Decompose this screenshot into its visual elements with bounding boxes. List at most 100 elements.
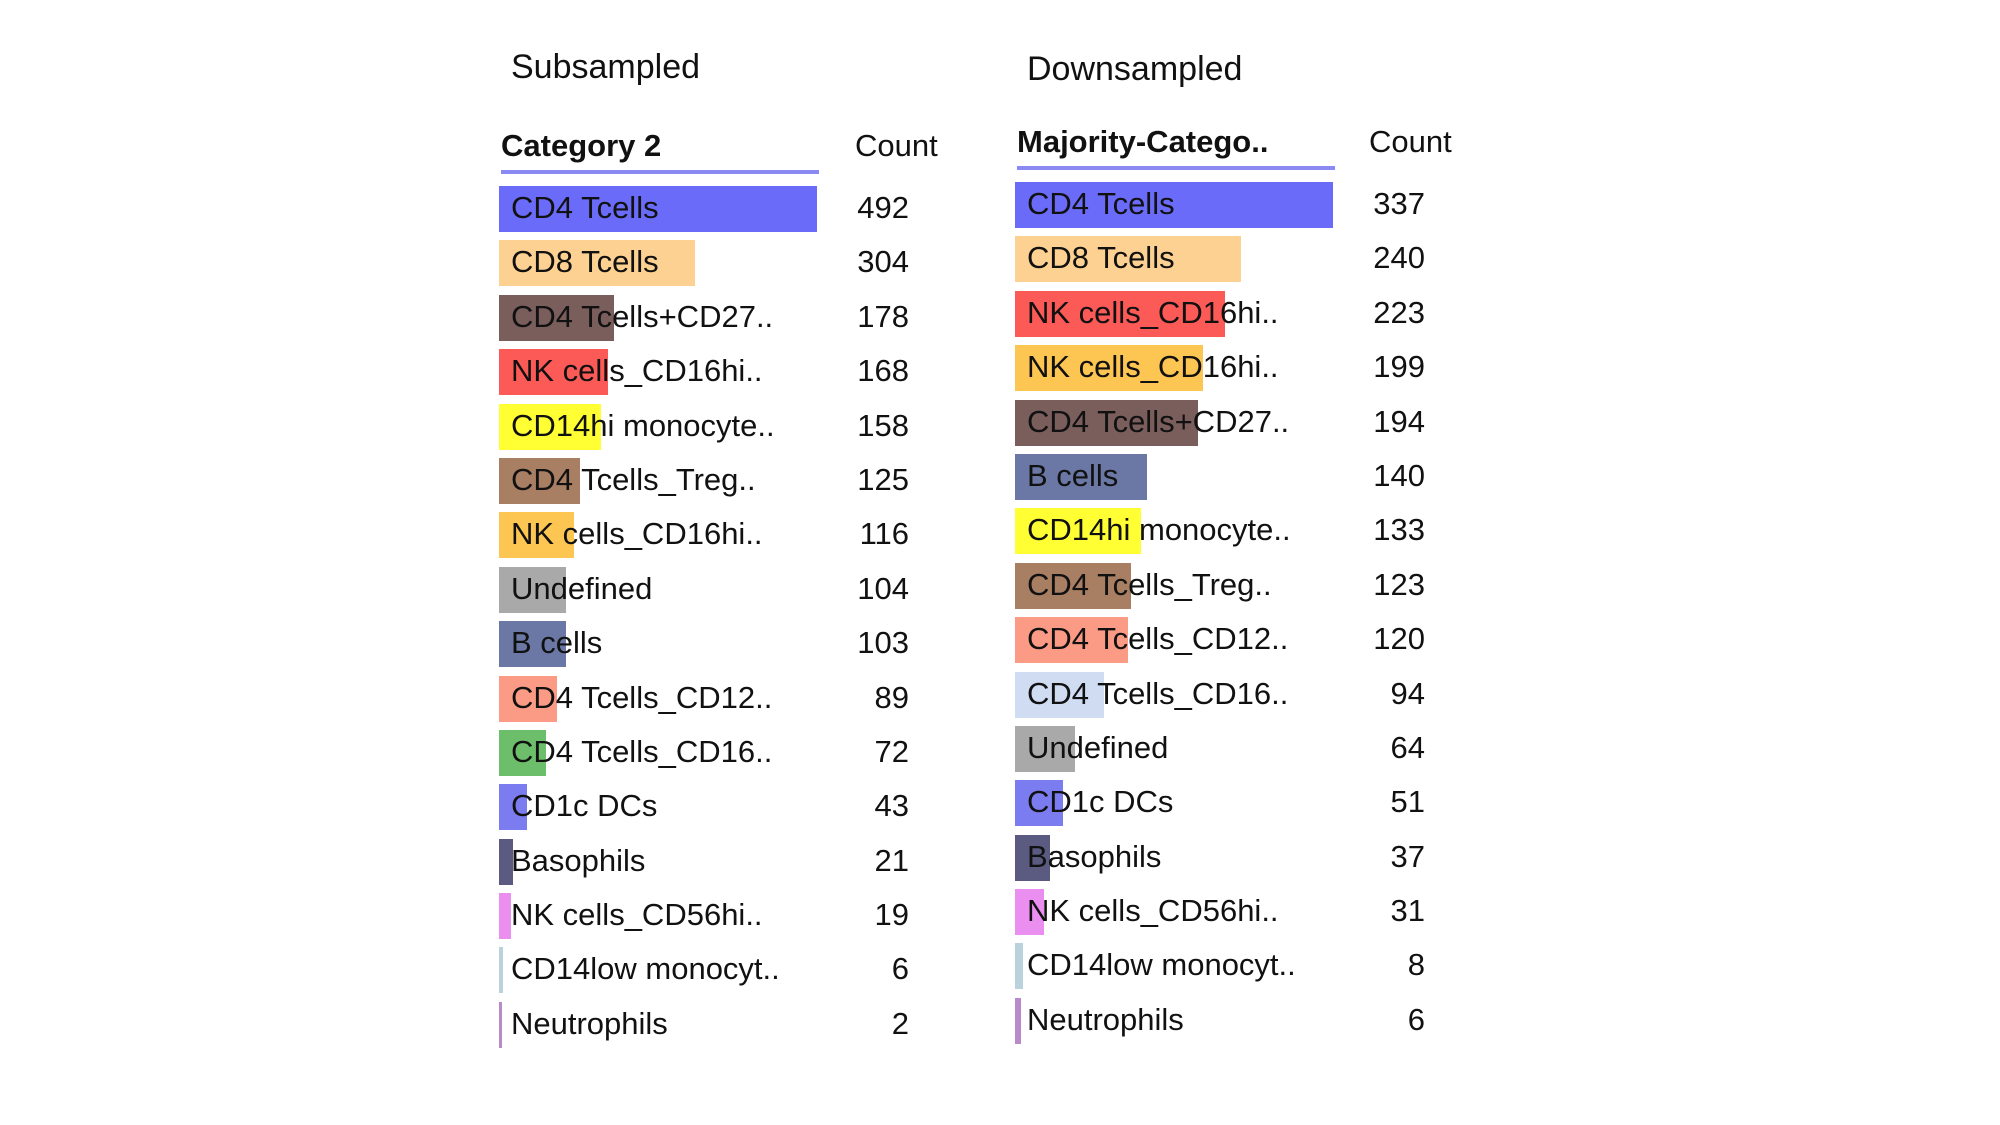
table-row[interactable]: CD4 Tcells 337 [1013,180,1573,234]
category-label: CD14hi monocyte.. [1027,512,1291,548]
category-label: B cells [1027,457,1119,493]
bar [1015,889,1045,936]
count-value: 8 [1407,947,1425,983]
bar-track [499,1001,817,1048]
count-value: 133 [1373,512,1425,548]
bar [499,566,567,613]
bar-track [499,566,817,613]
count-value: 337 [1373,186,1425,221]
bar [499,512,574,559]
table-row[interactable]: CD4 Tcells_Treg.. 125 [497,456,1057,510]
bar [1015,399,1199,446]
category-label: Basophils [1027,838,1162,874]
bar-track [499,947,817,994]
bar [499,893,512,940]
count-value: 178 [857,298,909,334]
bar-track [1015,997,1333,1044]
table-row[interactable]: CD14low monocyt.. 6 [497,945,1057,999]
table-row[interactable]: CD4 Tcells_CD16.. 72 [497,728,1057,782]
table-row[interactable]: CD14low monocyt.. 8 [1013,941,1573,995]
table-row[interactable]: NK cells_CD56hi.. 31 [1013,887,1573,941]
table-row[interactable]: Undefined 64 [1013,724,1573,778]
count-value: 6 [891,951,909,987]
category-label: CD4 Tcells_CD12.. [511,679,773,715]
count-value: 64 [1390,729,1425,765]
category-label: Neutrophils [1027,1001,1184,1037]
bar-track [499,838,817,885]
category-label: B cells [511,625,603,661]
table-row[interactable]: CD14hi monocyte.. 158 [497,402,1057,456]
count-value: 223 [1373,294,1425,330]
count-value: 304 [857,244,909,280]
table-row[interactable]: CD4 Tcells+CD27.. 178 [497,293,1057,347]
category-label: Undefined [1027,729,1169,765]
bar-track [499,349,817,396]
bar-track [499,675,817,722]
table-row[interactable]: CD8 Tcells 304 [497,238,1057,292]
category-label: NK cells_CD16hi.. [511,516,763,552]
table-row[interactable]: CD4 Tcells+CD27.. 194 [1013,398,1573,452]
bar [499,838,513,885]
category-label: NK cells_CD16hi.. [511,353,763,389]
bar [1015,617,1129,664]
bar-track [1015,399,1333,446]
table-row[interactable]: CD4 Tcells_CD12.. 120 [1013,615,1573,669]
bar-track [499,512,817,559]
count-value: 116 [859,516,909,552]
bar [499,1001,502,1048]
table-row[interactable]: NK cells_CD56hi.. 19 [497,891,1057,945]
count-value: 72 [874,733,909,769]
category-label: Undefined [511,570,653,606]
bar-track [499,457,817,504]
table-row[interactable]: CD4 Tcells_CD12.. 89 [497,674,1057,728]
table-row[interactable]: B cells 103 [497,619,1057,673]
category-column-header: Category 2 [501,128,819,174]
table-row[interactable]: CD14hi monocyte.. 133 [1013,506,1573,560]
bar-track [499,729,817,776]
table-row[interactable]: CD1c DCs 51 [1013,778,1573,832]
table-row[interactable]: NK cells_CD16hi.. 116 [497,510,1057,564]
category-label: CD1c DCs [1027,784,1174,820]
table-row[interactable]: CD4 Tcells_CD16.. 94 [1013,670,1573,724]
category-label: CD4 Tcells_CD12.. [1027,621,1289,657]
subsampled-panel: Subsampled Category 2 Count CD4 Tcells 49… [497,0,1057,1125]
table-row[interactable]: NK cells_CD16hi.. 168 [497,347,1057,401]
category-label: CD4 Tcells_Treg.. [511,461,756,497]
bar-rows: CD4 Tcells 492 CD8 Tcells 304 CD4 Tcells+CD2… [497,184,1057,1054]
bar [499,621,566,668]
table-row[interactable]: CD8 Tcells 240 [1013,234,1573,288]
bar-track [1015,780,1333,827]
panel-title: Downsampled [1027,50,1243,88]
count-value: 19 [874,897,909,933]
category-label: CD1c DCs [511,788,658,824]
count-value: 31 [1390,893,1425,929]
count-value: 123 [1373,566,1425,602]
table-row[interactable]: Basophils 37 [1013,833,1573,887]
table-row[interactable]: CD4 Tcells_Treg.. 123 [1013,561,1573,615]
table-row[interactable]: Neutrophils 2 [497,1000,1057,1054]
downsampled-panel: Downsampled Majority-Catego.. Count CD4 … [1013,0,1573,1125]
bar [499,729,546,776]
table-row[interactable]: Undefined 104 [497,565,1057,619]
category-label: CD14hi monocyte.. [511,407,775,443]
bar-track [499,240,817,287]
bar [1015,182,1333,228]
table-row[interactable]: B cells 140 [1013,452,1573,506]
bar [499,349,608,396]
table-row[interactable]: NK cells_CD16hi.. 223 [1013,289,1573,343]
bar [499,457,580,504]
table-row[interactable]: NK cells_CD16hi.. 199 [1013,343,1573,397]
count-value: 168 [857,353,909,389]
category-label: CD14low monocyt.. [511,951,780,987]
count-value: 103 [857,625,909,661]
table-row[interactable]: Basophils 21 [497,837,1057,891]
category-label: CD4 Tcells [1027,186,1175,221]
table-row[interactable]: CD4 Tcells 492 [497,184,1057,238]
bar [1015,997,1021,1044]
table-row[interactable]: CD1c DCs 43 [497,782,1057,836]
category-label: NK cells_CD16hi.. [1027,349,1279,385]
table-row[interactable]: Neutrophils 6 [1013,996,1573,1050]
bar [499,403,602,450]
category-label: Basophils [511,842,646,878]
bar [1015,834,1050,881]
